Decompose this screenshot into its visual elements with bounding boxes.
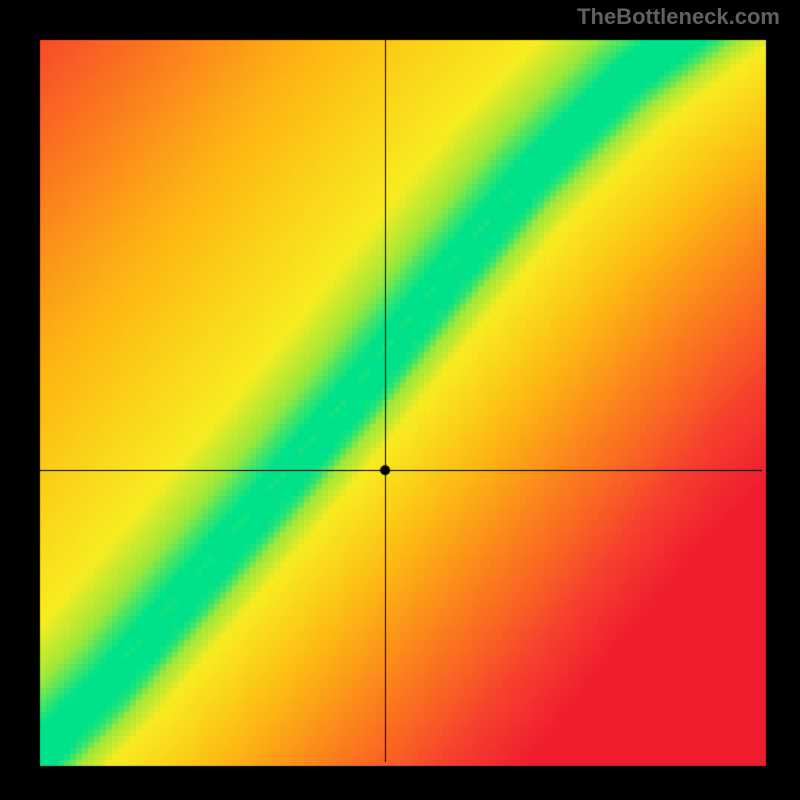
watermark-text: TheBottleneck.com xyxy=(577,4,780,30)
bottleneck-heatmap-canvas xyxy=(0,0,800,800)
chart-container: TheBottleneck.com xyxy=(0,0,800,800)
